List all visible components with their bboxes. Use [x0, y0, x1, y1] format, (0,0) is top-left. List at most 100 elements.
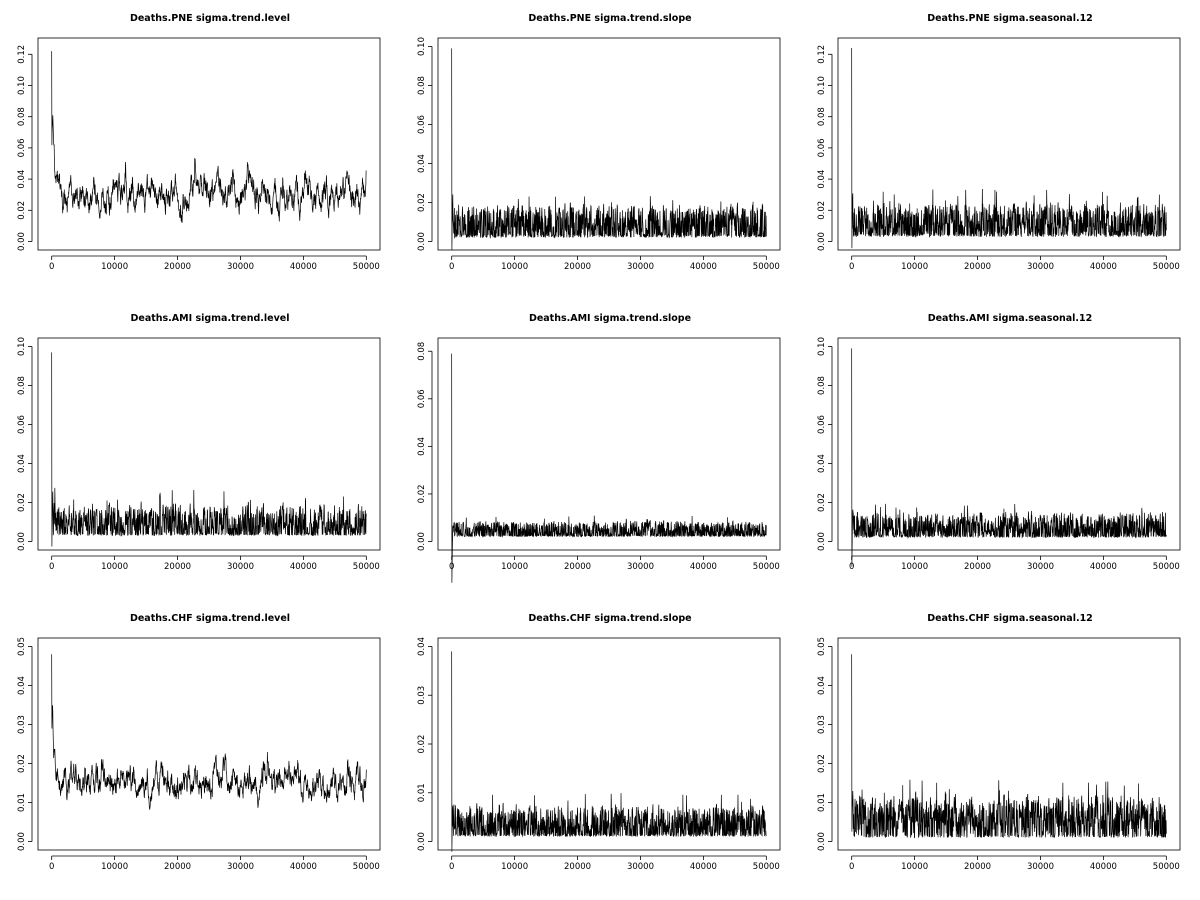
y-tick-label: 0.03 [817, 715, 827, 734]
x-tick-label: 10000 [901, 562, 928, 572]
x-tick-label: 20000 [164, 562, 191, 572]
x-tick-label: 0 [849, 262, 854, 272]
chart-panel-1: Deaths.PNE sigma.trend.level 0 10000 20000… [0, 0, 400, 300]
y-tick-label: 0.06 [17, 138, 27, 157]
x-tick-label: 30000 [227, 562, 254, 572]
x-tick-label: 20000 [564, 862, 591, 872]
chart-svg: 0 10000 20000 30000 40000 50000 0.00 0.01 0.02 0.… [17, 637, 381, 872]
y-tick-label: 0.02 [817, 754, 827, 773]
y-tick-label: 0.00 [817, 832, 827, 851]
y-tick-label: 0.00 [417, 832, 427, 851]
x-tick-label: 10000 [101, 262, 128, 272]
y-tick-label: 0.08 [17, 107, 27, 126]
trace-series-line [851, 348, 1167, 567]
chart-panel-7: Deaths.CHF sigma.trend.level 0 10000 20000… [0, 600, 400, 900]
plot-frame [437, 637, 781, 851]
x-tick-label: 40000 [690, 862, 717, 872]
x-tick-label: 50000 [753, 862, 780, 872]
trace-series-line [51, 352, 367, 547]
x-tick-label: 30000 [627, 862, 654, 872]
chart-title: Deaths.CHF sigma.trend.level [129, 613, 291, 624]
chart-svg: 0 10000 20000 30000 40000 500000.000.020.040.… [817, 337, 1181, 572]
plot-frame [437, 337, 781, 551]
y-tick-label: 0.02 [417, 193, 427, 212]
x-tick-label: 40000 [290, 862, 317, 872]
x-tick-label: 50000 [353, 562, 380, 572]
x-tick-label: 40000 [1090, 862, 1117, 872]
x-tick-label: 10000 [501, 862, 528, 872]
x-tick-label: 40000 [1090, 262, 1117, 272]
x-tick-label: 50000 [1153, 862, 1180, 872]
chart-panel-8: Deaths.CHF sigma.trend.slope 0 10000 20000… [400, 600, 800, 900]
y-tick-label: 0.01 [817, 793, 827, 812]
y-tick-label: 0.03 [417, 686, 427, 705]
y-tick-label: 0.04 [417, 154, 427, 173]
plot-frame [437, 37, 781, 251]
trace-series-line [851, 48, 1167, 249]
y-tick-label: 0.02 [417, 735, 427, 754]
y-tick-label: 0.04 [17, 454, 27, 473]
plot-frame [37, 37, 381, 251]
x-tick-label: 30000 [1027, 262, 1054, 272]
x-tick-label: 40000 [290, 262, 317, 272]
plot-frame [37, 337, 381, 551]
chart-title: Deaths.CHF sigma.trend.slope [528, 613, 692, 624]
x-tick-label: 40000 [690, 262, 717, 272]
chart-title: Deaths.PNE sigma.trend.level [129, 13, 291, 24]
y-tick-label: 0.08 [417, 342, 427, 361]
chart-title: Deaths.PNE sigma.seasonal.12 [927, 13, 1093, 24]
trace-series-line [451, 651, 767, 852]
y-tick-label: 0.08 [817, 107, 827, 126]
y-tick-label: 0.04 [417, 637, 427, 656]
x-tick-label: 30000 [227, 862, 254, 872]
x-tick-label: 50000 [353, 262, 380, 272]
y-tick-label: 0.10 [817, 76, 827, 95]
x-tick-label: 0 [449, 262, 454, 272]
chart-panel-5: Deaths.AMI sigma.trend.slope 0 10000 20000… [400, 300, 800, 600]
x-tick-label: 30000 [627, 262, 654, 272]
x-tick-label: 20000 [964, 862, 991, 872]
x-tick-label: 30000 [627, 562, 654, 572]
chart-title: Deaths.AMI sigma.seasonal.12 [927, 313, 1093, 324]
y-tick-label: 0.08 [817, 376, 827, 395]
y-tick-label: 0.06 [17, 415, 27, 434]
y-tick-label: 0.02 [417, 484, 427, 503]
y-tick-label: 0.04 [817, 170, 827, 189]
trace-series-line [451, 353, 767, 583]
plot-frame [837, 37, 1181, 251]
x-tick-label: 20000 [564, 262, 591, 272]
y-tick-label: 0.02 [817, 493, 827, 512]
x-tick-label: 0 [449, 862, 454, 872]
y-tick-label: 0.02 [17, 493, 27, 512]
chart-svg: 0 10000 20000 30000 40000 50000 0.00 0.01 0.02 0.… [817, 637, 1181, 872]
x-tick-label: 20000 [164, 262, 191, 272]
x-tick-label: 10000 [901, 862, 928, 872]
y-tick-label: 0.00 [817, 232, 827, 251]
y-tick-label: 0.02 [17, 754, 27, 773]
y-tick-label: 0.04 [417, 437, 427, 456]
x-tick-label: 20000 [164, 862, 191, 872]
trace-series-line [851, 654, 1167, 839]
y-tick-label: 0.04 [17, 676, 27, 695]
chart-svg: 0 10000 20000 30000 40000 500000.000.020.040.… [17, 337, 381, 572]
y-tick-label: 0.10 [417, 37, 427, 56]
y-tick-label: 0.01 [17, 793, 27, 812]
y-tick-label: 0.00 [17, 532, 27, 551]
x-tick-label: 40000 [1090, 562, 1117, 572]
x-tick-label: 20000 [964, 262, 991, 272]
y-tick-label: 0.04 [817, 454, 827, 473]
y-tick-label: 0.06 [817, 415, 827, 434]
chart-svg: 0 10000 20000 30000 40000 500000.000.020.040.… [17, 37, 381, 272]
y-tick-label: 0.05 [817, 637, 827, 656]
plot-frame [837, 337, 1181, 551]
y-tick-label: 0.00 [417, 232, 427, 251]
chart-panel-3: Deaths.PNE sigma.seasonal.12 0 10000 20000… [800, 0, 1200, 300]
chart-panel-9: Deaths.CHF sigma.seasonal.12 0 10000 20000… [800, 600, 1200, 900]
x-tick-label: 10000 [101, 562, 128, 572]
chart-svg: 0 10000 20000 30000 40000 500000.000.020.040.… [417, 337, 781, 583]
y-tick-label: 0.03 [17, 715, 27, 734]
chart-svg: 0 10000 20000 30000 40000 500000.000.020.040.… [817, 37, 1181, 272]
trace-series-line [51, 51, 367, 223]
chart-title: Deaths.CHF sigma.seasonal.12 [927, 613, 1093, 624]
